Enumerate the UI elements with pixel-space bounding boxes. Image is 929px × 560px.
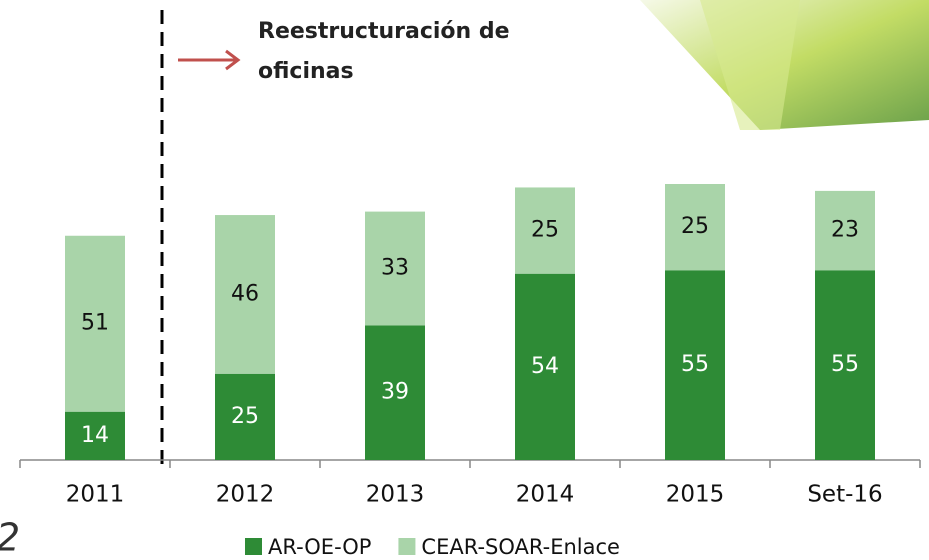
data-label: 46 — [231, 281, 259, 306]
x-tick-label: 2011 — [66, 482, 125, 508]
data-label: 25 — [681, 214, 709, 239]
x-tick-label: 2015 — [666, 482, 725, 508]
data-label: 51 — [81, 311, 109, 336]
data-label: 33 — [381, 256, 409, 281]
data-label: 23 — [831, 218, 859, 243]
annotation: Reestructuración de — [258, 19, 510, 44]
data-label: 14 — [81, 423, 109, 448]
legend-label: CEAR-SOAR-Enlace — [421, 535, 620, 559]
data-label: 25 — [231, 404, 259, 429]
chart: Reestructuración de oficinas 2 2011 14 51 2… — [0, 0, 929, 560]
x-tick-label: Set-16 — [807, 482, 882, 508]
data-label: 39 — [381, 380, 409, 405]
annotation: oficinas — [258, 59, 354, 84]
data-label: 25 — [531, 218, 559, 243]
x-tick-label: 2012 — [216, 482, 275, 508]
legend-swatch — [245, 538, 262, 555]
data-label: 54 — [531, 354, 559, 379]
data-label: 55 — [831, 352, 859, 377]
x-tick-label: 2014 — [516, 482, 575, 508]
legend-label: AR-OE-OP — [268, 535, 371, 559]
legend-swatch — [398, 538, 415, 555]
data-label: 55 — [681, 352, 709, 377]
x-tick-label: 2013 — [366, 482, 425, 508]
slide-number: 2 — [0, 516, 20, 560]
